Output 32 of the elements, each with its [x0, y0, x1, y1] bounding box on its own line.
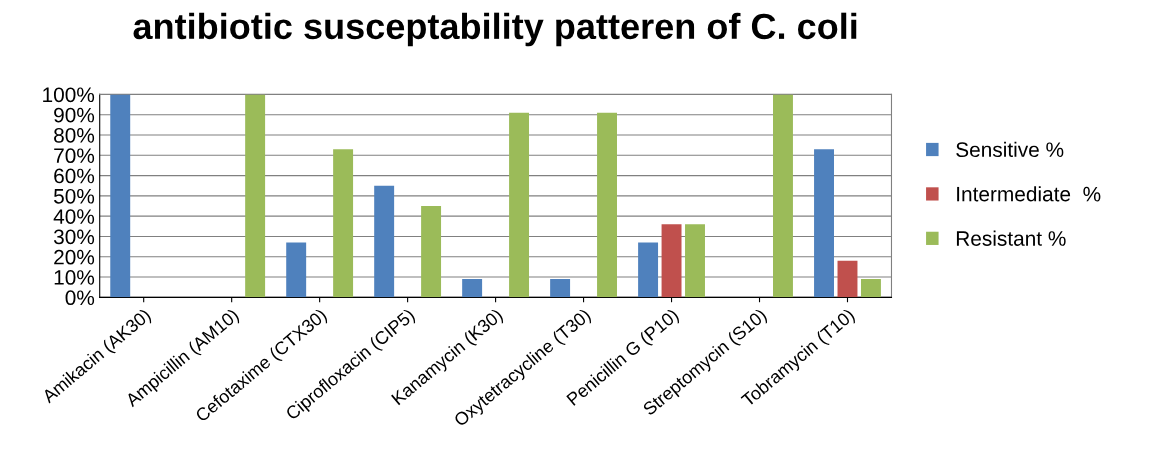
bar	[286, 242, 307, 298]
bar	[638, 242, 659, 298]
bar	[333, 149, 354, 298]
bar	[661, 224, 682, 298]
y-tick-label: 60%	[54, 168, 95, 184]
bar	[421, 206, 442, 298]
bar	[860, 279, 881, 298]
chart-title: antibiotic susceptability patteren of C. coli	[133, 12, 857, 47]
y-tick-label: 50%	[53, 188, 95, 204]
y-tick-label: 80%	[54, 127, 95, 143]
y-tick-label: 40%	[53, 209, 95, 224]
legend-label: Sensitive %	[956, 141, 1064, 158]
y-tick-label: 30%	[53, 229, 95, 245]
bar	[597, 112, 617, 298]
bar	[837, 260, 858, 298]
bar	[374, 185, 395, 298]
bar	[245, 94, 266, 298]
bar	[509, 112, 530, 298]
y-tick-label: 0%	[65, 290, 95, 306]
legend-label: Intermediate %	[957, 186, 1101, 202]
y-tick-label: 70%	[54, 148, 95, 164]
bar	[814, 149, 834, 298]
y-tick-label: 10%	[54, 270, 95, 285]
y-tick-label: 90%	[54, 107, 95, 123]
bar	[685, 224, 705, 298]
y-tick-label: 20%	[54, 249, 95, 265]
y-tick-label: 100%	[43, 87, 95, 103]
bar	[550, 279, 571, 298]
bar	[110, 94, 131, 298]
legend-label: Resistant %	[956, 230, 1066, 246]
bar	[773, 94, 793, 298]
bar	[462, 279, 483, 298]
